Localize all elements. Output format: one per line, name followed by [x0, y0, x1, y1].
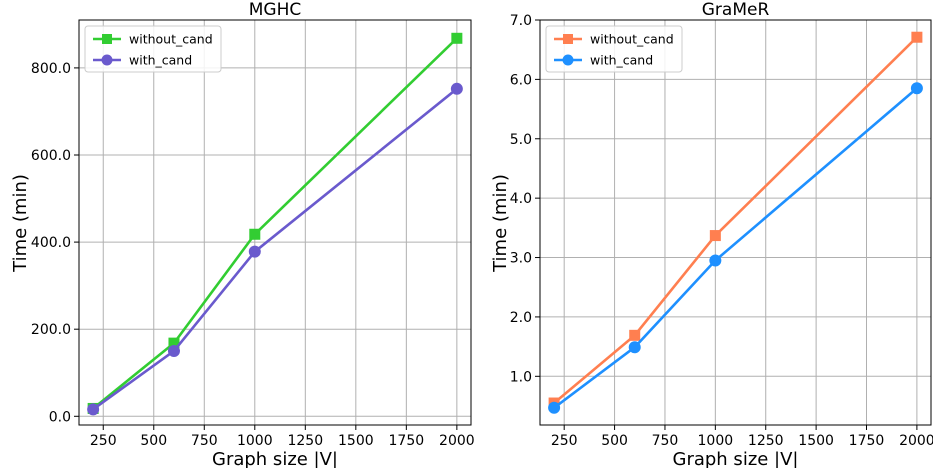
- y-tick-label: 800.0: [31, 61, 71, 77]
- legend-label-with_cand: with_cand: [129, 53, 192, 68]
- x-tick-label: 750: [191, 433, 218, 449]
- data-point-without_cand: [168, 337, 180, 349]
- x-tick-label: 1500: [338, 433, 374, 449]
- legend-marker-without_cand: [563, 34, 573, 44]
- y-tick-label: 6.0: [510, 72, 532, 88]
- x-tick-label: 1750: [849, 433, 885, 449]
- data-point-with_cand: [628, 341, 641, 354]
- plot-frame: [78, 19, 472, 426]
- y-axis-label: Time (min): [10, 174, 31, 273]
- legend: without_cand with_cand: [545, 25, 683, 73]
- data-point-with_cand: [87, 403, 100, 416]
- legend-marker-with_cand: [101, 54, 113, 66]
- legend-marker-with_cand: [562, 54, 574, 66]
- x-tick-label: 500: [601, 433, 628, 449]
- y-tick-label: 600.0: [31, 148, 71, 164]
- x-tick-label: 2000: [439, 433, 475, 449]
- x-tick-label: 500: [140, 433, 167, 449]
- x-axis-label: Graph size |V|: [673, 449, 799, 468]
- data-point-without_cand: [451, 32, 463, 44]
- x-tick-label: 1000: [237, 433, 273, 449]
- data-point-with_cand: [167, 344, 180, 357]
- chart-title: MGHC: [249, 0, 302, 20]
- data-point-without_cand: [249, 228, 261, 240]
- x-tick-label: 250: [90, 433, 117, 449]
- y-tick-label: 200.0: [31, 322, 71, 338]
- legend-label-without_cand: without_cand: [129, 32, 213, 47]
- x-tick-label: 750: [652, 433, 679, 449]
- y-tick-label: 3.0: [510, 251, 532, 267]
- data-point-with_cand: [910, 82, 923, 95]
- legend-marker-without_cand: [102, 34, 112, 44]
- y-tick-label: 1.0: [510, 369, 532, 385]
- chart-title: GraMeR: [702, 0, 770, 20]
- data-point-with_cand: [548, 401, 561, 414]
- chart-panel-1: 250 500 750 1000 1250 1500 1750 2000 0.0 200.0 400…: [10, 0, 475, 468]
- y-tick-label: 0.0: [49, 409, 71, 425]
- series-line-without_cand: [92, 37, 458, 410]
- x-tick-label: 1750: [389, 433, 425, 449]
- series-line-with_cand: [553, 87, 918, 409]
- series-line-with_cand: [92, 87, 458, 411]
- y-tick-label: 5.0: [510, 132, 532, 148]
- y-tick-label: 7.0: [510, 13, 532, 29]
- data-point-without_cand: [709, 230, 721, 242]
- x-axis-label: Graph size |V|: [212, 449, 338, 468]
- y-tick-label: 400.0: [31, 235, 71, 251]
- x-tick-label: 1000: [698, 433, 734, 449]
- x-tick-label: 1500: [798, 433, 834, 449]
- plot-frame: [539, 19, 932, 426]
- series-line-without_cand: [553, 36, 918, 405]
- legend: without_cand with_cand: [84, 25, 222, 73]
- x-tick-label: 250: [551, 433, 578, 449]
- y-tick-label: 4.0: [510, 191, 532, 207]
- data-point-with_cand: [709, 254, 722, 267]
- legend-label-without_cand: without_cand: [590, 32, 674, 47]
- y-axis-label: Time (min): [490, 174, 511, 273]
- chart-panel-2: 250 500 750 1000 1250 1500 1750 2000 1.0 2.0 3.0 4.…: [490, 0, 933, 468]
- y-tick-label: 2.0: [510, 310, 532, 326]
- x-tick-label: 1250: [748, 433, 784, 449]
- data-point-with_cand: [450, 82, 463, 95]
- legend-label-with_cand: with_cand: [590, 53, 653, 68]
- data-point-with_cand: [248, 245, 261, 258]
- data-point-without_cand: [911, 31, 923, 43]
- data-point-without_cand: [629, 329, 641, 341]
- x-tick-label: 1250: [287, 433, 323, 449]
- x-tick-label: 2000: [899, 433, 933, 449]
